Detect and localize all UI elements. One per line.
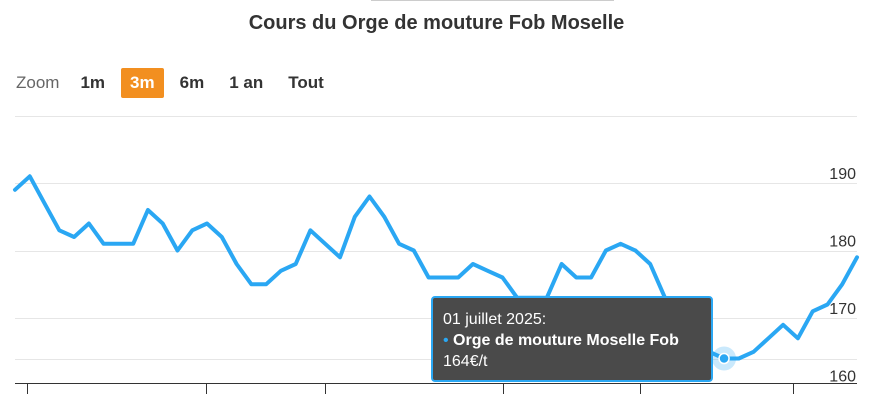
tooltip-series-name: Orge de mouture Moselle Fob bbox=[453, 332, 679, 349]
zoom-button-6m[interactable]: 6m bbox=[179, 73, 205, 92]
y-tick-label: 160 bbox=[829, 369, 856, 386]
chart-title: Cours du Orge de mouture Fob Moselle bbox=[248, 12, 625, 34]
tooltip-date: 01 juillet 2025: bbox=[443, 311, 547, 328]
y-tick-label: 190 bbox=[829, 166, 856, 183]
y-tick-label: 180 bbox=[829, 234, 856, 251]
series-line bbox=[13, 174, 859, 361]
tooltip-series: • Orge de mouture Moselle Fob bbox=[443, 330, 701, 351]
tooltip-value: 164€/t bbox=[443, 353, 488, 370]
zoom-button-1m[interactable]: 1m bbox=[80, 73, 106, 92]
title-rule bbox=[371, 0, 614, 1]
zoom-bar: Zoom 1m 3m 6m 1 an Tout bbox=[16, 68, 340, 98]
zoom-button-tout[interactable]: Tout bbox=[288, 73, 324, 92]
zoom-button-1an[interactable]: 1 an bbox=[229, 73, 264, 92]
y-tick-label: 170 bbox=[829, 301, 856, 318]
tooltip-bullet-icon: • bbox=[443, 332, 454, 349]
zoom-button-3m[interactable]: 3m bbox=[121, 68, 164, 98]
highlight-point bbox=[718, 352, 730, 365]
zoom-label: Zoom bbox=[16, 73, 60, 92]
chart-tooltip: 01 juillet 2025: • Orge de mouture Mosel… bbox=[431, 296, 713, 382]
